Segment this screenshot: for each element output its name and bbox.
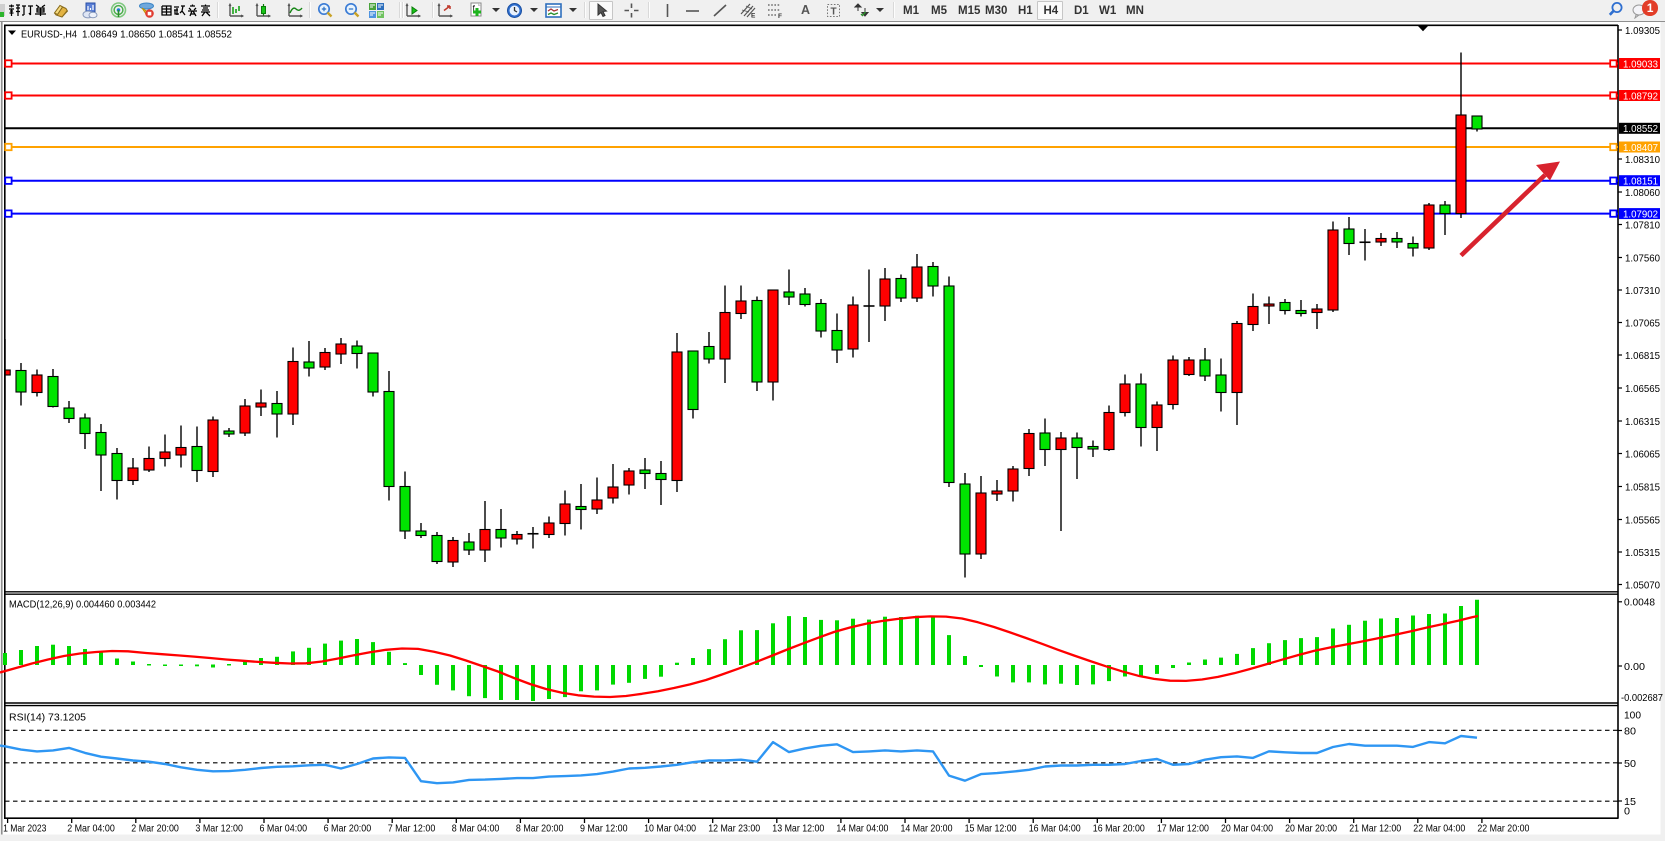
- svg-text:22 Mar 20:00: 22 Mar 20:00: [1477, 823, 1529, 835]
- svg-text:6 Mar 04:00: 6 Mar 04:00: [260, 823, 308, 835]
- svg-text:50: 50: [1624, 758, 1636, 770]
- svg-text:MACD(12,26,9) 0.004460 0.00344: MACD(12,26,9) 0.004460 0.003442: [9, 599, 156, 611]
- svg-text:1.07065: 1.07065: [1625, 317, 1660, 329]
- svg-text:22 Mar 04:00: 22 Mar 04:00: [1413, 823, 1465, 835]
- svg-text:1.09305: 1.09305: [1625, 25, 1660, 37]
- svg-text:2 Mar 20:00: 2 Mar 20:00: [131, 823, 179, 835]
- svg-text:1.06565: 1.06565: [1625, 383, 1660, 395]
- svg-text:1.08552: 1.08552: [1623, 123, 1658, 135]
- svg-text:-0.002687: -0.002687: [1621, 692, 1663, 704]
- svg-text:14 Mar 20:00: 14 Mar 20:00: [901, 823, 953, 835]
- svg-text:1.06315: 1.06315: [1625, 416, 1660, 428]
- svg-text:80: 80: [1624, 725, 1636, 737]
- svg-text:0: 0: [1624, 805, 1630, 817]
- svg-text:EURUSD-,H4: EURUSD-,H4: [21, 29, 77, 41]
- svg-text:10 Mar 04:00: 10 Mar 04:00: [644, 823, 696, 835]
- svg-text:1.07560: 1.07560: [1625, 252, 1660, 264]
- svg-text:RSI(14) 73.1205: RSI(14) 73.1205: [9, 712, 86, 724]
- svg-text:1.07310: 1.07310: [1625, 285, 1660, 297]
- svg-text:1.06065: 1.06065: [1625, 448, 1660, 460]
- svg-text:12 Mar 23:00: 12 Mar 23:00: [708, 823, 760, 835]
- svg-text:f: f: [473, 4, 476, 13]
- svg-text:1.08060: 1.08060: [1625, 187, 1660, 199]
- svg-text:1.07902: 1.07902: [1623, 208, 1658, 220]
- svg-text:1.08310: 1.08310: [1625, 154, 1660, 166]
- svg-text:17 Mar 12:00: 17 Mar 12:00: [1157, 823, 1209, 835]
- svg-text:13 Mar 12:00: 13 Mar 12:00: [772, 823, 824, 835]
- svg-text:21 Mar 12:00: 21 Mar 12:00: [1349, 823, 1401, 835]
- svg-text:16 Mar 04:00: 16 Mar 04:00: [1029, 823, 1081, 835]
- svg-text:1.08792: 1.08792: [1623, 90, 1658, 102]
- svg-text:20 Mar 04:00: 20 Mar 04:00: [1221, 823, 1273, 835]
- svg-text:1.09033: 1.09033: [1623, 58, 1658, 70]
- svg-text:14 Mar 04:00: 14 Mar 04:00: [836, 823, 888, 835]
- svg-text:1.07810: 1.07810: [1625, 219, 1660, 231]
- svg-text:2 Mar 04:00: 2 Mar 04:00: [67, 823, 115, 835]
- svg-text:7 Mar 12:00: 7 Mar 12:00: [388, 823, 436, 835]
- svg-text:8 Mar 20:00: 8 Mar 20:00: [516, 823, 564, 835]
- svg-text:1 Mar 2023: 1 Mar 2023: [3, 823, 46, 835]
- svg-text:16 Mar 20:00: 16 Mar 20:00: [1093, 823, 1145, 835]
- svg-text:1.08407: 1.08407: [1623, 142, 1658, 154]
- svg-text:T: T: [831, 7, 837, 18]
- svg-text:F: F: [778, 13, 782, 19]
- svg-text:3 Mar 12:00: 3 Mar 12:00: [195, 823, 243, 835]
- svg-text:1.05565: 1.05565: [1625, 514, 1660, 526]
- svg-text:100: 100: [1624, 709, 1641, 721]
- svg-text:0.0048: 0.0048: [1624, 597, 1655, 609]
- svg-text:1.08649 1.08650 1.08541 1.0855: 1.08649 1.08650 1.08541 1.08552: [82, 29, 232, 41]
- svg-text:6 Mar 20:00: 6 Mar 20:00: [324, 823, 372, 835]
- svg-text:20 Mar 20:00: 20 Mar 20:00: [1285, 823, 1337, 835]
- svg-text:1.06815: 1.06815: [1625, 350, 1660, 362]
- svg-text:0.00: 0.00: [1624, 661, 1645, 673]
- svg-text:1.08151: 1.08151: [1623, 176, 1658, 188]
- svg-text:1.05070: 1.05070: [1625, 579, 1660, 591]
- svg-text:9 Mar 12:00: 9 Mar 12:00: [580, 823, 628, 835]
- svg-text:E: E: [751, 13, 756, 20]
- svg-text:15 Mar 12:00: 15 Mar 12:00: [965, 823, 1017, 835]
- svg-text:15: 15: [1624, 796, 1636, 808]
- svg-text:8 Mar 04:00: 8 Mar 04:00: [452, 823, 500, 835]
- svg-text:1.05315: 1.05315: [1625, 547, 1660, 559]
- svg-text:1.05815: 1.05815: [1625, 481, 1660, 493]
